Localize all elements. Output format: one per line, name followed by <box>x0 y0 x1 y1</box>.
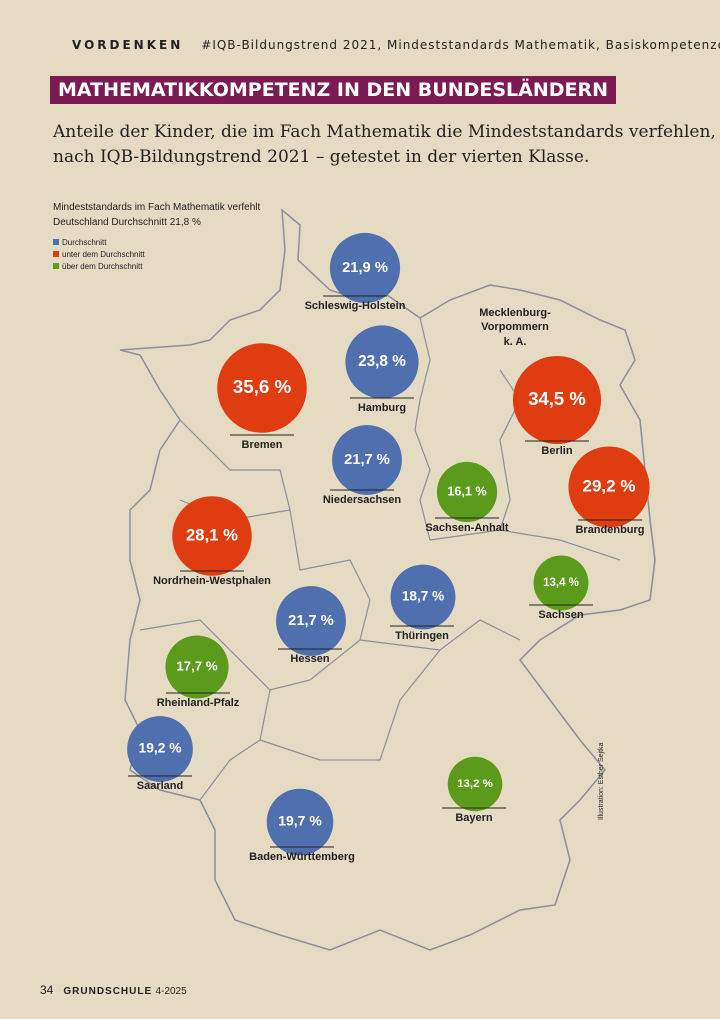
value-label: 35,6 % <box>233 376 292 397</box>
subtitle: Anteile der Kinder, die im Fach Mathemat… <box>53 122 720 142</box>
bubble <box>332 425 402 495</box>
footer: 34 GRUNDSCHULE 4-2025 <box>40 983 187 997</box>
page-number: 34 <box>40 983 54 997</box>
region-name: Nordrhein-Westphalen <box>153 575 271 587</box>
state-borders <box>139 317 621 801</box>
value-label: 16,1 % <box>447 484 486 498</box>
value-label: 29,2 % <box>583 477 636 496</box>
value-label: k. A. <box>503 336 527 348</box>
value-label: 21,9 % <box>342 260 388 276</box>
legend-item: unter dem Durchschnitt <box>53 250 145 259</box>
legend-label: über dem Durchschnitt <box>62 262 143 271</box>
value-label: 17,7 % <box>176 659 217 674</box>
bubble <box>390 564 456 630</box>
legend-label: unter dem Durchschnitt <box>62 250 145 259</box>
bubble <box>127 716 193 782</box>
bubble <box>329 232 401 304</box>
bubble <box>217 343 307 433</box>
region-name: Bayern <box>455 812 493 824</box>
region-name: Schleswig-Holstein <box>304 300 406 312</box>
region-name: Berlin <box>541 445 573 457</box>
region-name: Bremen <box>241 439 283 451</box>
region-name: Rheinland-Pfalz <box>156 697 240 709</box>
header: VORDENKEN #IQB-Bildungstrend 2021, Mindes… <box>72 38 720 52</box>
bubble <box>533 555 589 611</box>
bubble <box>276 586 346 656</box>
region-name: Niedersachsen <box>322 494 402 506</box>
germany-outline <box>119 208 656 951</box>
region-name: Hamburg <box>357 402 407 414</box>
region-name: Mecklenburg-Vorpommern <box>479 307 551 333</box>
value-label: 19,2 % <box>139 741 182 756</box>
legend-swatch <box>53 251 59 257</box>
region-name: Thüringen <box>395 630 449 642</box>
tags: #IQB-Bildungstrend 2021, Mindeststandard… <box>201 38 720 52</box>
legend-swatch <box>53 263 59 269</box>
bubble <box>568 446 650 528</box>
region-name: Baden-Württemberg <box>249 851 355 863</box>
legend-item: Durchschnitt <box>53 238 106 247</box>
section: VORDENKEN <box>72 38 184 52</box>
legend-average: Deutschland Durchschnitt 21,8 % <box>53 217 201 228</box>
region-name: Brandenburg <box>575 524 645 536</box>
subtitle: nach IQB-Bildungstrend 2021 – getestet i… <box>53 147 590 167</box>
bubble <box>436 461 498 523</box>
legend-title: Mindeststandards im Fach Mathematik verf… <box>53 202 261 213</box>
bubble <box>447 756 503 812</box>
value-label: 21,7 % <box>288 613 334 629</box>
bubble <box>266 788 334 856</box>
bubble <box>172 496 252 576</box>
value-label: 34,5 % <box>528 388 586 409</box>
value-label: 19,7 % <box>278 813 322 829</box>
region-name: Sachsen <box>538 609 584 621</box>
bubble <box>165 635 229 699</box>
region-name: Sachsen-Anhalt <box>425 522 509 534</box>
value-label: 28,1 % <box>186 525 238 544</box>
value-label: 23,8 % <box>358 353 406 370</box>
credit: Illustration: Esther Sejtka <box>598 742 605 820</box>
bubble <box>512 355 602 445</box>
region-name: Hessen <box>290 653 330 665</box>
title: MATHEMATIKKOMPETENZ IN DEN BUNDESLÄNDERN <box>50 76 617 104</box>
legend-label: Durchschnitt <box>62 238 107 247</box>
issue: 4-2025 <box>155 986 187 997</box>
value-label: 13,4 % <box>543 577 579 589</box>
bubble <box>345 325 419 399</box>
region-name: Saarland <box>136 780 184 792</box>
value-label: 18,7 % <box>402 589 444 604</box>
legend-swatch <box>53 239 59 245</box>
value-label: 21,7 % <box>344 452 390 468</box>
value-label: 13,2 % <box>457 778 493 790</box>
legend-item: über dem Durchschnitt <box>53 262 142 271</box>
magazine: GRUNDSCHULE <box>63 986 153 997</box>
